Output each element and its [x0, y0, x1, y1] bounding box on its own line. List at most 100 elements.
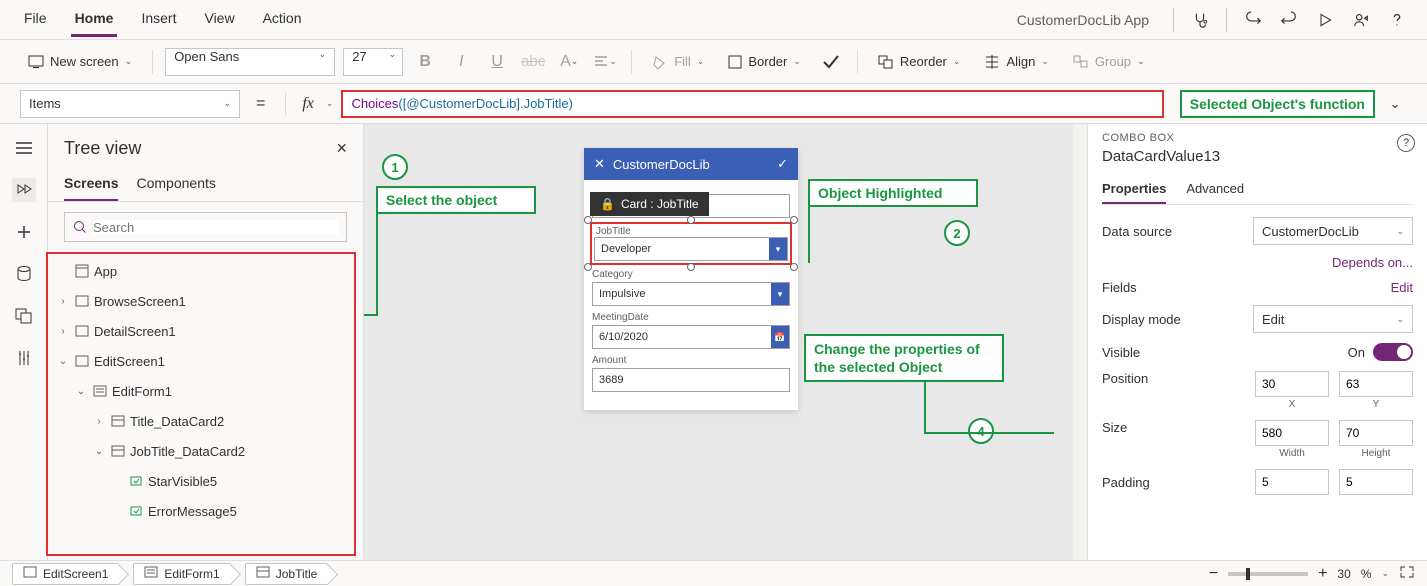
chevron-icon[interactable]: ⌄ — [92, 446, 106, 457]
row-fields: Fields Edit — [1102, 280, 1413, 295]
chevron-icon[interactable]: ⌄ — [56, 356, 70, 367]
visible-toggle[interactable] — [1373, 343, 1413, 361]
underline-icon[interactable]: U — [483, 48, 511, 76]
formula-input[interactable]: Choices([@CustomerDocLib].JobTitle) — [341, 90, 1163, 118]
strikethrough-icon[interactable]: abc — [519, 48, 547, 76]
search-input[interactable] — [93, 220, 338, 235]
tree-item-label: App — [94, 264, 117, 279]
data-source-select[interactable]: CustomerDocLib⌄ — [1253, 217, 1413, 245]
zoom-out[interactable]: − — [1209, 565, 1218, 583]
size-h-input[interactable] — [1339, 420, 1413, 446]
scrollbar[interactable] — [1073, 124, 1087, 560]
media-icon[interactable] — [12, 304, 36, 328]
chevron-icon[interactable]: ⌄ — [74, 386, 88, 397]
chevron-down-icon[interactable]: ⌄ — [326, 98, 334, 109]
tree-item-errormessage5[interactable]: ErrorMessage5 — [48, 496, 363, 526]
font-select[interactable]: Open Sans⌄ — [165, 48, 335, 76]
tab-screens[interactable]: Screens — [64, 167, 118, 201]
insert-icon[interactable] — [12, 220, 36, 244]
border-button[interactable]: Border⌄ — [720, 50, 809, 73]
field-input[interactable]: 3689 — [592, 368, 790, 392]
position-x-input[interactable] — [1255, 371, 1329, 397]
tree-item-app[interactable]: App — [48, 256, 363, 286]
check-icon[interactable] — [817, 48, 845, 76]
field-label: JobTitle — [596, 226, 786, 237]
close-icon[interactable]: × — [336, 138, 347, 159]
bold-icon[interactable]: B — [411, 48, 439, 76]
menu-file[interactable]: File — [20, 2, 51, 37]
zoom-slider[interactable] — [1228, 572, 1308, 576]
crumb-jobtitle[interactable]: JobTitle — [245, 563, 329, 585]
close-icon[interactable]: ✕ — [594, 156, 605, 172]
field-input[interactable]: 6/10/2020📅 — [592, 325, 790, 349]
formula-expand[interactable]: ⌄ — [1383, 96, 1407, 112]
tab-components[interactable]: Components — [136, 167, 215, 201]
check-icon[interactable]: ✓ — [777, 156, 788, 172]
share-icon[interactable] — [1351, 10, 1371, 30]
crumb-editscreen1[interactable]: EditScreen1 — [12, 563, 119, 585]
align-icon[interactable]: ⌄ — [591, 48, 619, 76]
device-title: CustomerDocLib — [613, 157, 710, 172]
tree-title: Tree view — [64, 138, 141, 159]
tree-item-editscreen1[interactable]: ⌄EditScreen1 — [48, 346, 363, 376]
dropdown-icon[interactable]: ▾ — [769, 238, 787, 260]
tab-properties[interactable]: Properties — [1102, 175, 1166, 204]
tree-item-detailscreen1[interactable]: ›DetailScreen1 — [48, 316, 363, 346]
tree-view-icon[interactable] — [12, 178, 36, 202]
menu-view[interactable]: View — [200, 2, 238, 37]
tree-item-title_datacard2[interactable]: ›Title_DataCard2 — [48, 406, 363, 436]
menu-action[interactable]: Action — [259, 2, 306, 37]
fit-icon[interactable] — [1399, 565, 1415, 582]
annotation-2-num: 2 — [944, 220, 970, 246]
menu-home[interactable]: Home — [71, 2, 118, 37]
italic-icon[interactable]: I — [447, 48, 475, 76]
display-mode-select[interactable]: Edit⌄ — [1253, 305, 1413, 333]
new-screen-button[interactable]: New screen ⌄ — [20, 50, 140, 73]
play-icon[interactable] — [1315, 10, 1335, 30]
padding-r-input[interactable] — [1339, 469, 1413, 495]
field-input[interactable]: Developer▾ — [594, 237, 788, 261]
padding-t-input[interactable] — [1255, 469, 1329, 495]
tree-search[interactable] — [64, 212, 347, 242]
font-color-icon[interactable]: A⌄ — [555, 48, 583, 76]
tree-item-label: BrowseScreen1 — [94, 294, 186, 309]
border-label: Border — [748, 54, 787, 69]
tree-item-browsescreen1[interactable]: › BrowseScreen1 — [48, 286, 363, 316]
chevron-icon[interactable]: › — [56, 326, 70, 337]
reorder-button[interactable]: Reorder⌄ — [870, 50, 969, 73]
font-size-select[interactable]: 27⌄ — [343, 48, 403, 76]
position-label: Position — [1102, 371, 1148, 386]
tree-item-jobtitle_datacard2[interactable]: ⌄JobTitle_DataCard2 — [48, 436, 363, 466]
tab-advanced[interactable]: Advanced — [1186, 175, 1244, 204]
tree-item-editform1[interactable]: ⌄EditForm1 — [48, 376, 363, 406]
size-w-input[interactable] — [1255, 420, 1329, 446]
fields-edit-link[interactable]: Edit — [1391, 280, 1413, 295]
undo-icon[interactable] — [1243, 10, 1263, 30]
depends-on-link[interactable]: Depends on... — [1332, 255, 1413, 270]
hamburger-icon[interactable] — [12, 136, 36, 160]
redo-icon[interactable] — [1279, 10, 1299, 30]
advanced-icon[interactable] — [12, 346, 36, 370]
fill-button[interactable]: Fill⌄ — [644, 50, 712, 73]
calendar-icon[interactable]: 📅 — [771, 326, 789, 348]
help-icon[interactable]: ? — [1397, 134, 1415, 152]
zoom-in[interactable]: + — [1318, 565, 1327, 583]
property-select[interactable]: Items ⌄ — [20, 90, 240, 118]
chevron-icon[interactable]: › — [56, 296, 70, 307]
field-input[interactable]: Impulsive▾ — [592, 282, 790, 306]
x-label: X — [1289, 399, 1296, 410]
chevron-down-icon[interactable]: ⌄ — [1381, 568, 1389, 579]
align-button[interactable]: Align⌄ — [976, 50, 1056, 73]
chevron-icon[interactable]: › — [92, 416, 106, 427]
crumb-editform1[interactable]: EditForm1 — [133, 563, 230, 585]
data-icon[interactable] — [12, 262, 36, 286]
stethoscope-icon[interactable] — [1190, 10, 1210, 30]
position-y-input[interactable] — [1339, 371, 1413, 397]
menu-insert[interactable]: Insert — [137, 2, 180, 37]
tree-item-starvisible5[interactable]: StarVisible5 — [48, 466, 363, 496]
dropdown-icon[interactable]: ▾ — [771, 283, 789, 305]
card-icon — [110, 443, 126, 459]
font-size-value: 27 — [352, 49, 366, 64]
help-icon[interactable] — [1387, 10, 1407, 30]
group-button[interactable]: Group⌄ — [1065, 50, 1153, 73]
